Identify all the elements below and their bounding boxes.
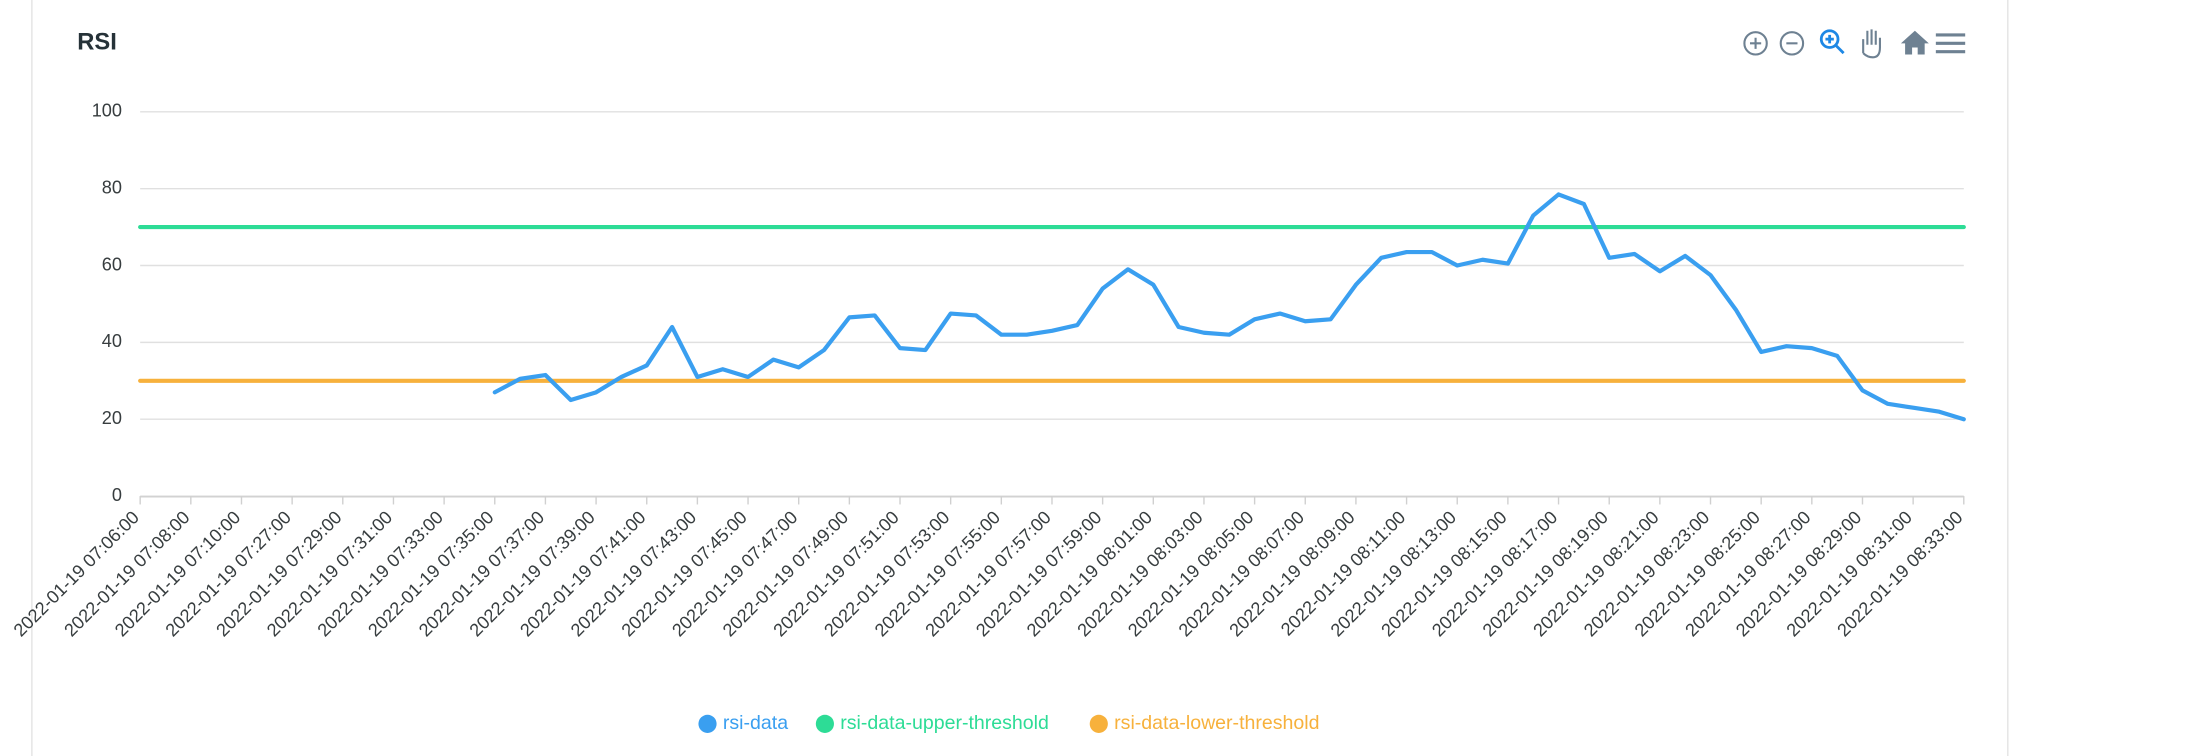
toolbar xyxy=(1743,29,1966,59)
y-tick-label: 80 xyxy=(102,177,122,197)
y-tick-label: 0 xyxy=(112,485,122,505)
reset-button[interactable] xyxy=(1900,30,1929,55)
y-tick-label: 40 xyxy=(102,331,122,351)
series-line xyxy=(492,192,1966,422)
menu-button[interactable] xyxy=(1935,33,1966,54)
legend-label: rsi-data-lower-threshold xyxy=(1114,712,1319,734)
legend-marker xyxy=(815,714,834,733)
legend-label: rsi-data-upper-threshold xyxy=(840,712,1049,734)
legend-marker xyxy=(1089,714,1108,733)
chart-title: RSI xyxy=(77,29,117,56)
pan-button[interactable] xyxy=(1862,29,1881,59)
legend-label: rsi-data xyxy=(723,712,788,734)
zoom-out-button[interactable] xyxy=(1779,31,1805,56)
y-tick-label: 100 xyxy=(92,101,122,121)
y-tick-label: 20 xyxy=(102,408,122,428)
zoom-in-button[interactable] xyxy=(1743,31,1768,56)
legend-marker xyxy=(698,714,717,733)
zoom-button[interactable] xyxy=(1819,29,1845,55)
y-tick-label: 60 xyxy=(102,254,122,274)
